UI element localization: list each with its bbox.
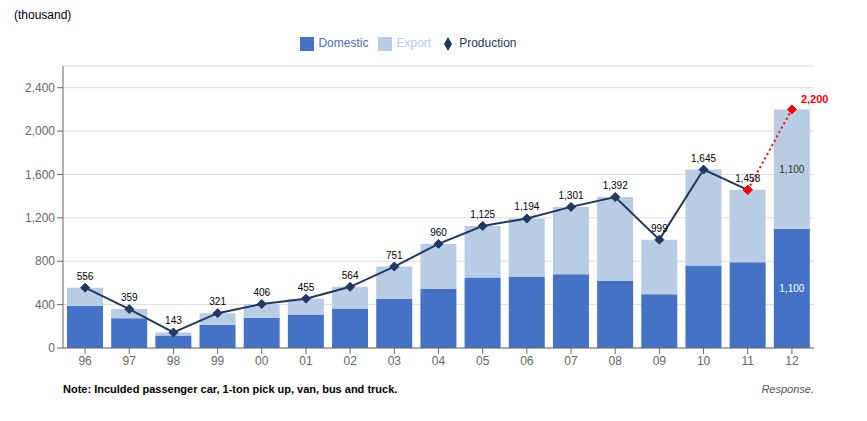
- svg-text:1,200: 1,200: [25, 211, 55, 225]
- svg-text:00: 00: [255, 354, 269, 368]
- svg-text:556: 556: [77, 271, 94, 282]
- svg-text:98: 98: [167, 354, 181, 368]
- html-text:Domestic: Domestic: [318, 36, 369, 50]
- svg-text:960: 960: [430, 227, 447, 238]
- svg-text:359: 359: [121, 292, 138, 303]
- svg-text:99: 99: [211, 354, 225, 368]
- svg-text:11: 11: [742, 354, 755, 368]
- svg-text:1,100: 1,100: [779, 283, 804, 294]
- svg-text:1,645: 1,645: [691, 153, 716, 164]
- html-text:Note: Inculded passenger car,: Note: Inculded passenger car, 1-ton pick…: [63, 383, 398, 395]
- svg-text:1,392: 1,392: [603, 180, 628, 191]
- svg-text:455: 455: [298, 282, 315, 293]
- svg-text:1,600: 1,600: [25, 168, 55, 182]
- svg-text:999: 999: [651, 223, 668, 234]
- svg-text:03: 03: [388, 354, 402, 368]
- svg-text:143: 143: [165, 315, 182, 326]
- svg-text:96: 96: [78, 354, 92, 368]
- svg-text:97: 97: [123, 354, 137, 368]
- svg-text:06: 06: [520, 354, 534, 368]
- svg-text:2,400: 2,400: [25, 81, 55, 95]
- svg-text:04: 04: [432, 354, 446, 368]
- svg-text:01: 01: [299, 354, 313, 368]
- html-text:Export: Export: [396, 36, 432, 50]
- svg-text:10: 10: [697, 354, 711, 368]
- svg-text:2,200: 2,200: [801, 93, 829, 105]
- svg-text:1,301: 1,301: [559, 190, 584, 201]
- svg-text:2,000: 2,000: [25, 124, 55, 138]
- svg-text:406: 406: [253, 287, 270, 298]
- svg-text:12: 12: [785, 354, 799, 368]
- svg-text:1,125: 1,125: [470, 209, 495, 220]
- svg-text:09: 09: [653, 354, 667, 368]
- svg-text:02: 02: [343, 354, 357, 368]
- svg-text:05: 05: [476, 354, 490, 368]
- svg-text:1,194: 1,194: [514, 201, 539, 212]
- svg-text:1,100: 1,100: [779, 164, 804, 175]
- svg-text:564: 564: [342, 270, 359, 281]
- html-text:Response.: Response.: [761, 383, 814, 395]
- html-text:Production: Production: [459, 36, 517, 50]
- svg-text:1,458: 1,458: [735, 173, 760, 184]
- svg-text:08: 08: [609, 354, 623, 368]
- svg-text:751: 751: [386, 250, 403, 261]
- svg-text:0: 0: [48, 341, 55, 355]
- svg-text:800: 800: [35, 254, 55, 268]
- svg-text:07: 07: [564, 354, 578, 368]
- html-text:(thousand): (thousand): [14, 8, 72, 22]
- svg-text:321: 321: [209, 296, 226, 307]
- svg-text:400: 400: [35, 298, 55, 312]
